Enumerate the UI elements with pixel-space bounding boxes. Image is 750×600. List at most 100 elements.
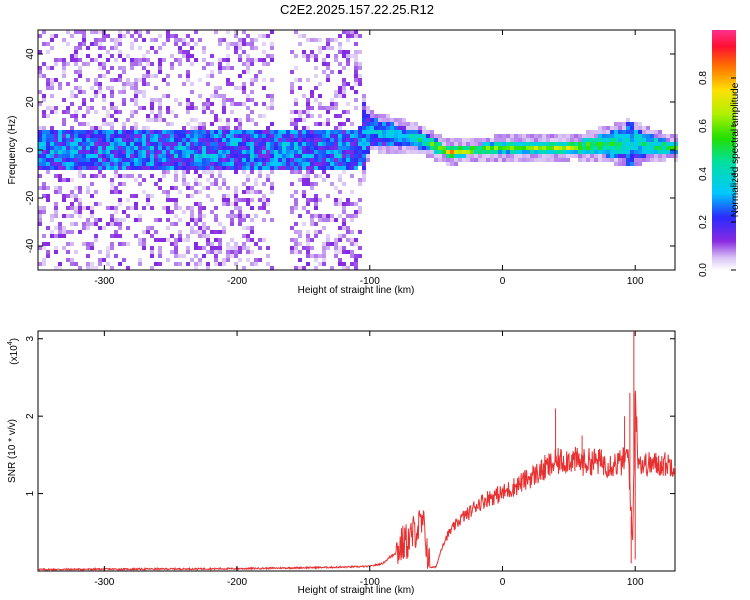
heatmap-cell bbox=[306, 230, 310, 234]
heatmap-cell bbox=[354, 214, 358, 218]
heatmap-cell bbox=[98, 150, 102, 154]
heatmap-cell bbox=[190, 38, 194, 42]
heatmap-cell bbox=[250, 206, 254, 210]
heatmap-cell bbox=[350, 54, 354, 58]
heatmap-cell bbox=[322, 246, 326, 250]
heatmap-cell bbox=[110, 246, 114, 250]
heatmap-cell bbox=[118, 134, 122, 138]
heatmap-cell bbox=[590, 146, 594, 150]
heatmap-cell bbox=[602, 130, 606, 134]
heatmap-cell bbox=[118, 50, 122, 54]
heatmap-cell bbox=[314, 86, 318, 90]
heatmap-cell bbox=[314, 146, 318, 150]
heatmap-cell bbox=[118, 110, 122, 114]
heatmap-cell bbox=[190, 258, 194, 262]
heatmap-cell bbox=[322, 46, 326, 50]
heatmap-cell bbox=[270, 58, 274, 62]
heatmap-cell bbox=[218, 134, 222, 138]
heatmap-cell bbox=[74, 186, 78, 190]
heatmap-cell bbox=[110, 186, 114, 190]
heatmap-cell bbox=[158, 58, 162, 62]
heatmap-cell bbox=[642, 138, 646, 142]
heatmap-cell bbox=[502, 138, 506, 142]
heatmap-cell bbox=[278, 134, 282, 138]
heatmap-cell bbox=[54, 206, 58, 210]
heatmap-cell bbox=[246, 202, 250, 206]
heatmap-cell bbox=[226, 78, 230, 82]
heatmap-cell bbox=[198, 138, 202, 142]
heatmap-cell bbox=[114, 154, 118, 158]
heatmap-cell bbox=[514, 158, 518, 162]
heatmap-cell bbox=[114, 218, 118, 222]
heatmap-cell bbox=[290, 250, 294, 254]
heatmap-cell bbox=[230, 154, 234, 158]
heatmap-cell bbox=[114, 174, 118, 178]
heatmap-cell bbox=[286, 154, 290, 158]
heatmap-cell bbox=[382, 118, 386, 122]
heatmap-cell bbox=[110, 218, 114, 222]
heatmap-cell bbox=[230, 142, 234, 146]
heatmap-cell bbox=[582, 154, 586, 158]
heatmap-cell bbox=[358, 74, 362, 78]
heatmap-cell bbox=[98, 134, 102, 138]
heatmap-cell bbox=[210, 150, 214, 154]
heatmap-cell bbox=[394, 142, 398, 146]
heatmap-cell bbox=[246, 130, 250, 134]
heatmap-cell bbox=[134, 38, 138, 42]
heatmap-cell bbox=[98, 90, 102, 94]
heatmap-cell bbox=[302, 190, 306, 194]
heatmap-cell bbox=[578, 154, 582, 158]
heatmap-cell bbox=[350, 166, 354, 170]
heatmap-cell bbox=[302, 222, 306, 226]
heatmap-cell bbox=[354, 166, 358, 170]
heatmap-cell bbox=[618, 162, 622, 166]
heatmap-cell bbox=[62, 166, 66, 170]
heatmap-cell bbox=[626, 154, 630, 158]
heatmap-cell bbox=[354, 42, 358, 46]
heatmap-cell bbox=[126, 162, 130, 166]
heatmap-cell bbox=[214, 146, 218, 150]
heatmap-cell bbox=[74, 206, 78, 210]
heatmap-cell bbox=[238, 218, 242, 222]
heatmap-cell bbox=[78, 122, 82, 126]
heatmap-cell bbox=[266, 138, 270, 142]
heatmap-cell bbox=[638, 162, 642, 166]
heatmap-cell bbox=[342, 234, 346, 238]
heatmap-cell bbox=[186, 130, 190, 134]
heatmap-cell bbox=[338, 138, 342, 142]
heatmap-cell bbox=[86, 122, 90, 126]
heatmap-cell bbox=[58, 190, 62, 194]
heatmap-cell bbox=[606, 146, 610, 150]
heatmap-cell bbox=[302, 34, 306, 38]
heatmap-cell bbox=[62, 226, 66, 230]
heatmap-cell bbox=[250, 146, 254, 150]
heatmap-cell bbox=[590, 150, 594, 154]
heatmap-cell bbox=[146, 134, 150, 138]
heatmap-cell bbox=[158, 246, 162, 250]
heatmap-cell bbox=[150, 158, 154, 162]
heatmap-cell bbox=[550, 146, 554, 150]
heatmap-cell bbox=[398, 134, 402, 138]
heatmap-cell bbox=[114, 162, 118, 166]
heatmap-cell bbox=[634, 146, 638, 150]
heatmap-cell bbox=[286, 162, 290, 166]
heatmap-cell bbox=[370, 118, 374, 122]
heatmap-cell bbox=[314, 202, 318, 206]
heatmap-cell bbox=[98, 130, 102, 134]
heatmap-cell bbox=[318, 102, 322, 106]
heatmap-cell bbox=[174, 174, 178, 178]
heatmap-cell bbox=[574, 154, 578, 158]
x-tick-label: -100 bbox=[360, 577, 380, 588]
heatmap-cell bbox=[222, 198, 226, 202]
heatmap-cell bbox=[118, 34, 122, 38]
heatmap-cell bbox=[174, 150, 178, 154]
heatmap-cell bbox=[350, 174, 354, 178]
heatmap-cell bbox=[342, 222, 346, 226]
heatmap-cell bbox=[254, 166, 258, 170]
heatmap-cell bbox=[194, 230, 198, 234]
heatmap-cell bbox=[258, 206, 262, 210]
heatmap-cell bbox=[222, 130, 226, 134]
heatmap-cell bbox=[350, 190, 354, 194]
heatmap-cell bbox=[562, 134, 566, 138]
